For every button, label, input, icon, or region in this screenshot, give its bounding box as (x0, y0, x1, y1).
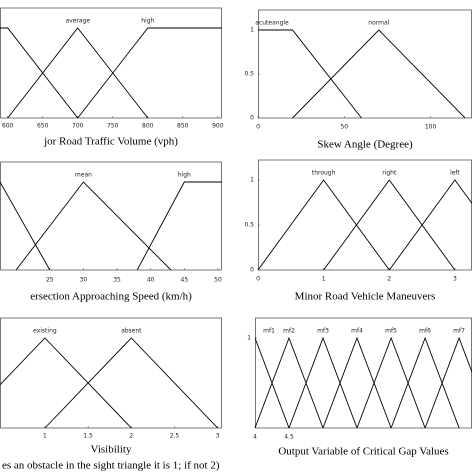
x-axis-label: Minor Road Vehicle Maneuvers (295, 291, 436, 303)
legend-label: existing (33, 328, 57, 335)
y-tick-label: 1 (250, 177, 254, 184)
panel: 1 1.5 2 2.5 3 existing absent Visibility es an o… (0, 317, 222, 472)
x-tick-label: 2.5 (170, 433, 180, 440)
curves (0, 27, 222, 118)
x-tick-label: 4.5 (284, 434, 294, 441)
x-tick-label: 35 (113, 277, 121, 284)
panel: 25 30 35 40 45 50 mean high ersection Approachin… (0, 161, 222, 303)
x-tick-label: 900 (212, 123, 224, 130)
plot-frame (258, 9, 472, 119)
membership-line (390, 336, 460, 428)
panel: 0 1 2 3 0 0.5 1 through right left Minor Road Vehi… (244, 159, 472, 303)
y-tick-label: 0 (250, 267, 254, 274)
curves (0, 181, 222, 270)
plot-frame (0, 317, 222, 429)
legend-label: absent (121, 328, 142, 335)
membership-line (292, 29, 466, 118)
membership-line (323, 179, 456, 270)
plot-frame (258, 159, 472, 271)
membership-line (7, 27, 149, 118)
y-tick-label: 1 (247, 335, 251, 342)
x-tick-label: 1 (43, 433, 47, 440)
x-tick-label: 50 (340, 124, 348, 131)
x-axis-label: jor Road Traffic Volume (vph) (43, 136, 178, 148)
membership-line (388, 179, 472, 270)
x-tick-label: 100 (425, 124, 437, 131)
membership-line (255, 336, 324, 428)
curves (258, 29, 466, 118)
legend-label: acuteangle (255, 20, 289, 27)
x-tick-label: 750 (107, 123, 119, 130)
legend-label: mean (75, 172, 92, 179)
curves (258, 179, 472, 270)
membership-line (424, 336, 472, 428)
x-axis-label: Skew Angle (Degree) (317, 139, 413, 151)
legend-label: mf4 (351, 328, 363, 335)
curves (255, 336, 472, 428)
y-tick-label: 1 (250, 27, 254, 34)
membership-line (258, 179, 390, 270)
x-tick-label: 25 (46, 277, 54, 284)
x-tick-label: 800 (142, 123, 154, 130)
x-axis-label: Output Variable of Critical Gap Values (278, 446, 448, 458)
legend-label: mf6 (419, 328, 431, 335)
x-tick-label: 0 (256, 276, 260, 283)
y-tick-label: 0 (250, 115, 254, 122)
legend-label: average (65, 18, 90, 25)
membership-line (0, 181, 51, 270)
x-tick-label: 0 (256, 124, 260, 131)
x-tick-label: 40 (147, 277, 155, 284)
legend-label: mf3 (317, 328, 329, 335)
membership-line (258, 29, 362, 118)
y-tick-label: 0.5 (244, 71, 254, 78)
x-tick-label: 850 (177, 123, 189, 130)
membership-line (322, 336, 392, 428)
x-tick-label: 3 (453, 276, 457, 283)
x-tick-label: 1 (322, 276, 326, 283)
plot-frame (0, 161, 222, 271)
panel: 4 4.5 1 mf1 mf2 mf3 mf4 mf5 mf6 mf7 Output Variabl… (247, 317, 472, 458)
x-tick-label: 3 (216, 433, 220, 440)
x-tick-label: 50 (214, 277, 222, 284)
legend-label: mf2 (283, 328, 295, 335)
membership-line (136, 181, 222, 270)
legend-label: left (450, 170, 460, 177)
x-axis-label: Visibility (91, 444, 132, 456)
membership-line (77, 27, 222, 118)
plot-frame (255, 317, 472, 429)
legend-label: through (312, 170, 336, 177)
legend-label: mf5 (385, 328, 397, 335)
legend-label: mf7 (453, 328, 465, 335)
membership-line (44, 337, 219, 428)
curves (0, 337, 219, 428)
membership-line (0, 27, 79, 118)
y-tick-label: 0.5 (244, 222, 254, 229)
x-tick-label: 2 (387, 276, 391, 283)
plot-frame (0, 7, 222, 119)
membership-line (288, 336, 358, 428)
legend-label: high (178, 172, 191, 179)
legend-label: normal (368, 20, 389, 27)
x-tick-label: 30 (80, 277, 88, 284)
x-tick-label: 1.5 (83, 433, 93, 440)
x-axis-label: ersection Approaching Speed (km/h) (30, 291, 192, 303)
panel: 600 650 700 750 800 850 900 average high jor Road… (0, 7, 224, 148)
membership-line (0, 337, 132, 428)
x-tick-label: 45 (181, 277, 189, 284)
x-axis-note: es an obstacle in the sight triangle it … (2, 460, 220, 472)
membership-line (15, 181, 172, 270)
x-tick-label: 700 (72, 123, 84, 130)
x-tick-label: 650 (37, 123, 49, 130)
x-tick-label: 600 (2, 123, 14, 130)
x-tick-label: 4 (253, 434, 257, 441)
legend-label: mf1 (263, 328, 275, 335)
membership-line (356, 336, 426, 428)
legend-label: high (141, 18, 154, 25)
x-tick-label: 2 (129, 433, 133, 440)
legend-label: right (382, 170, 397, 177)
